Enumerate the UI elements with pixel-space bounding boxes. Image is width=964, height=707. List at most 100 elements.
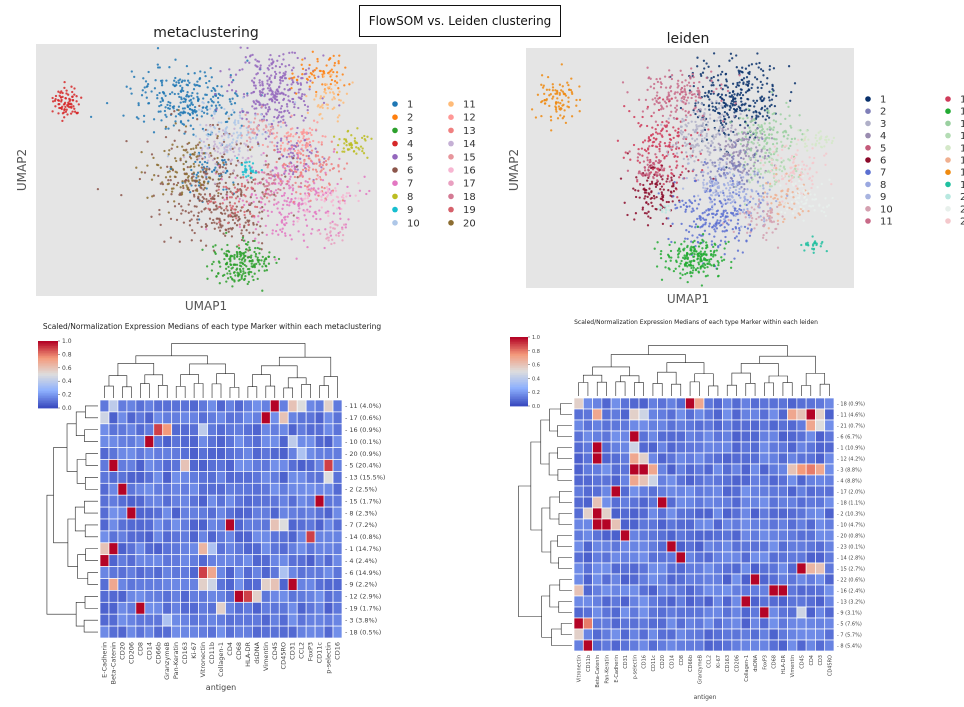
umap-point bbox=[231, 285, 234, 288]
umap-point bbox=[193, 72, 196, 75]
umap-point bbox=[680, 99, 683, 102]
umap-point bbox=[745, 122, 748, 125]
umap-point bbox=[741, 66, 744, 69]
umap-point bbox=[751, 83, 754, 86]
umap-point bbox=[54, 105, 57, 108]
umap-point bbox=[198, 78, 201, 81]
umap-point bbox=[652, 87, 656, 90]
umap-point bbox=[697, 194, 700, 197]
umap-point bbox=[51, 110, 54, 113]
umap-point bbox=[245, 265, 248, 268]
umap-point bbox=[665, 120, 668, 123]
umap-point bbox=[692, 81, 696, 85]
umap-point bbox=[720, 205, 724, 208]
umap-point bbox=[272, 203, 276, 206]
umap-point bbox=[770, 137, 774, 140]
umap-point bbox=[243, 224, 246, 227]
umap-point bbox=[248, 202, 251, 205]
umap-point bbox=[783, 145, 786, 148]
umap-point bbox=[239, 250, 242, 254]
umap-point bbox=[328, 169, 332, 172]
umap-point bbox=[658, 168, 662, 171]
umap-point bbox=[758, 130, 762, 133]
umap-point bbox=[669, 104, 672, 107]
umap-point bbox=[661, 199, 665, 202]
umap-point bbox=[242, 252, 245, 255]
umap-point bbox=[660, 166, 663, 169]
umap-point bbox=[694, 95, 697, 98]
umap-point bbox=[770, 158, 773, 162]
umap-point bbox=[304, 116, 307, 120]
umap-point bbox=[235, 143, 238, 146]
umap-point bbox=[755, 217, 758, 221]
umap-point bbox=[130, 70, 133, 73]
umap-point bbox=[763, 130, 766, 133]
umap-point bbox=[701, 174, 705, 177]
umap-point bbox=[263, 163, 266, 167]
umap-point bbox=[308, 88, 311, 91]
umap-point bbox=[800, 243, 803, 247]
umap-point bbox=[711, 208, 714, 211]
umap-point bbox=[341, 194, 345, 197]
umap-point bbox=[345, 195, 348, 198]
umap-point bbox=[767, 154, 770, 158]
umap-point bbox=[291, 187, 295, 190]
umap-point bbox=[338, 157, 341, 161]
umap-point bbox=[308, 184, 311, 187]
umap-point bbox=[188, 104, 192, 107]
umap-point bbox=[303, 72, 306, 76]
umap-point bbox=[680, 129, 683, 132]
umap-point bbox=[754, 203, 757, 206]
umap-point bbox=[669, 259, 672, 262]
umap-point bbox=[229, 272, 232, 275]
umap-point bbox=[249, 138, 252, 141]
umap-point bbox=[727, 240, 730, 244]
umap-point bbox=[798, 192, 801, 195]
umap-point bbox=[204, 244, 208, 247]
umap-point bbox=[732, 98, 735, 102]
umap-point bbox=[676, 99, 679, 102]
umap-metaclustering-xlabel: UMAP1 bbox=[185, 299, 227, 313]
umap-point bbox=[275, 261, 278, 265]
umap-point bbox=[302, 128, 305, 131]
umap-point bbox=[540, 114, 543, 118]
umap-point bbox=[655, 100, 658, 103]
umap-point bbox=[256, 182, 260, 185]
umap-point bbox=[729, 180, 732, 183]
umap-point bbox=[708, 190, 712, 193]
umap-point bbox=[174, 115, 178, 118]
umap-point bbox=[286, 182, 289, 186]
umap-point bbox=[341, 239, 344, 242]
umap-point bbox=[227, 84, 231, 87]
legend-label: 6 bbox=[880, 156, 886, 167]
umap-point bbox=[245, 111, 249, 114]
umap-point bbox=[766, 77, 769, 80]
umap-leiden-ylabel: UMAP2 bbox=[507, 149, 521, 191]
umap-point bbox=[651, 204, 654, 208]
umap-point bbox=[673, 241, 677, 244]
umap-point bbox=[714, 188, 717, 192]
umap-point bbox=[646, 179, 649, 182]
umap-point bbox=[320, 143, 323, 146]
umap-point bbox=[746, 163, 749, 166]
umap-point bbox=[73, 87, 76, 90]
umap-point bbox=[808, 156, 811, 159]
umap-point bbox=[314, 95, 318, 98]
umap-point bbox=[708, 222, 711, 225]
umap-point bbox=[710, 100, 713, 103]
umap-point bbox=[228, 196, 232, 199]
umap-point bbox=[282, 187, 286, 190]
umap-point bbox=[312, 139, 315, 143]
umap-point bbox=[165, 79, 168, 82]
umap-point bbox=[739, 149, 742, 152]
umap-point bbox=[780, 169, 784, 173]
umap-point bbox=[769, 220, 772, 223]
umap-point bbox=[166, 103, 169, 107]
umap-point bbox=[221, 196, 224, 199]
umap-point bbox=[775, 158, 778, 162]
umap-point bbox=[173, 110, 176, 113]
umap-point bbox=[300, 172, 303, 176]
umap-point bbox=[251, 162, 255, 165]
umap-point bbox=[645, 149, 648, 153]
umap-point bbox=[740, 138, 743, 141]
